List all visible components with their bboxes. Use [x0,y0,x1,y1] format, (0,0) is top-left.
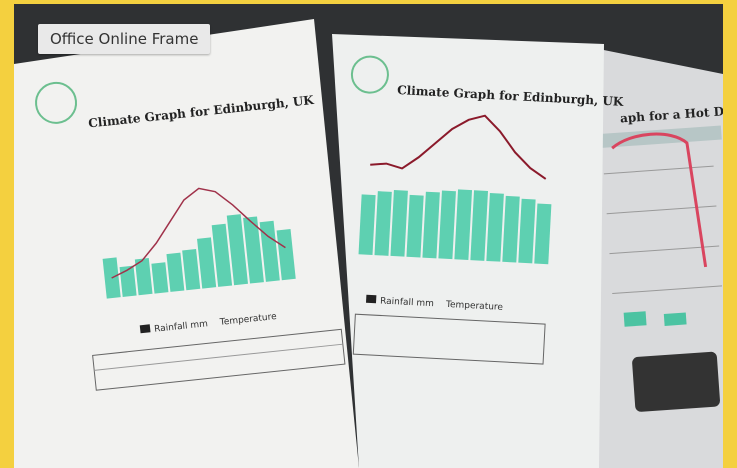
photo: aph for a Hot Desert Climate Graph for E… [14,4,723,468]
office-online-frame: aph for a Hot Desert Climate Graph for E… [14,4,723,468]
frame-label: Office Online Frame [38,24,210,54]
page: {"frame": {"label": "Office Online Frame… [0,0,737,468]
